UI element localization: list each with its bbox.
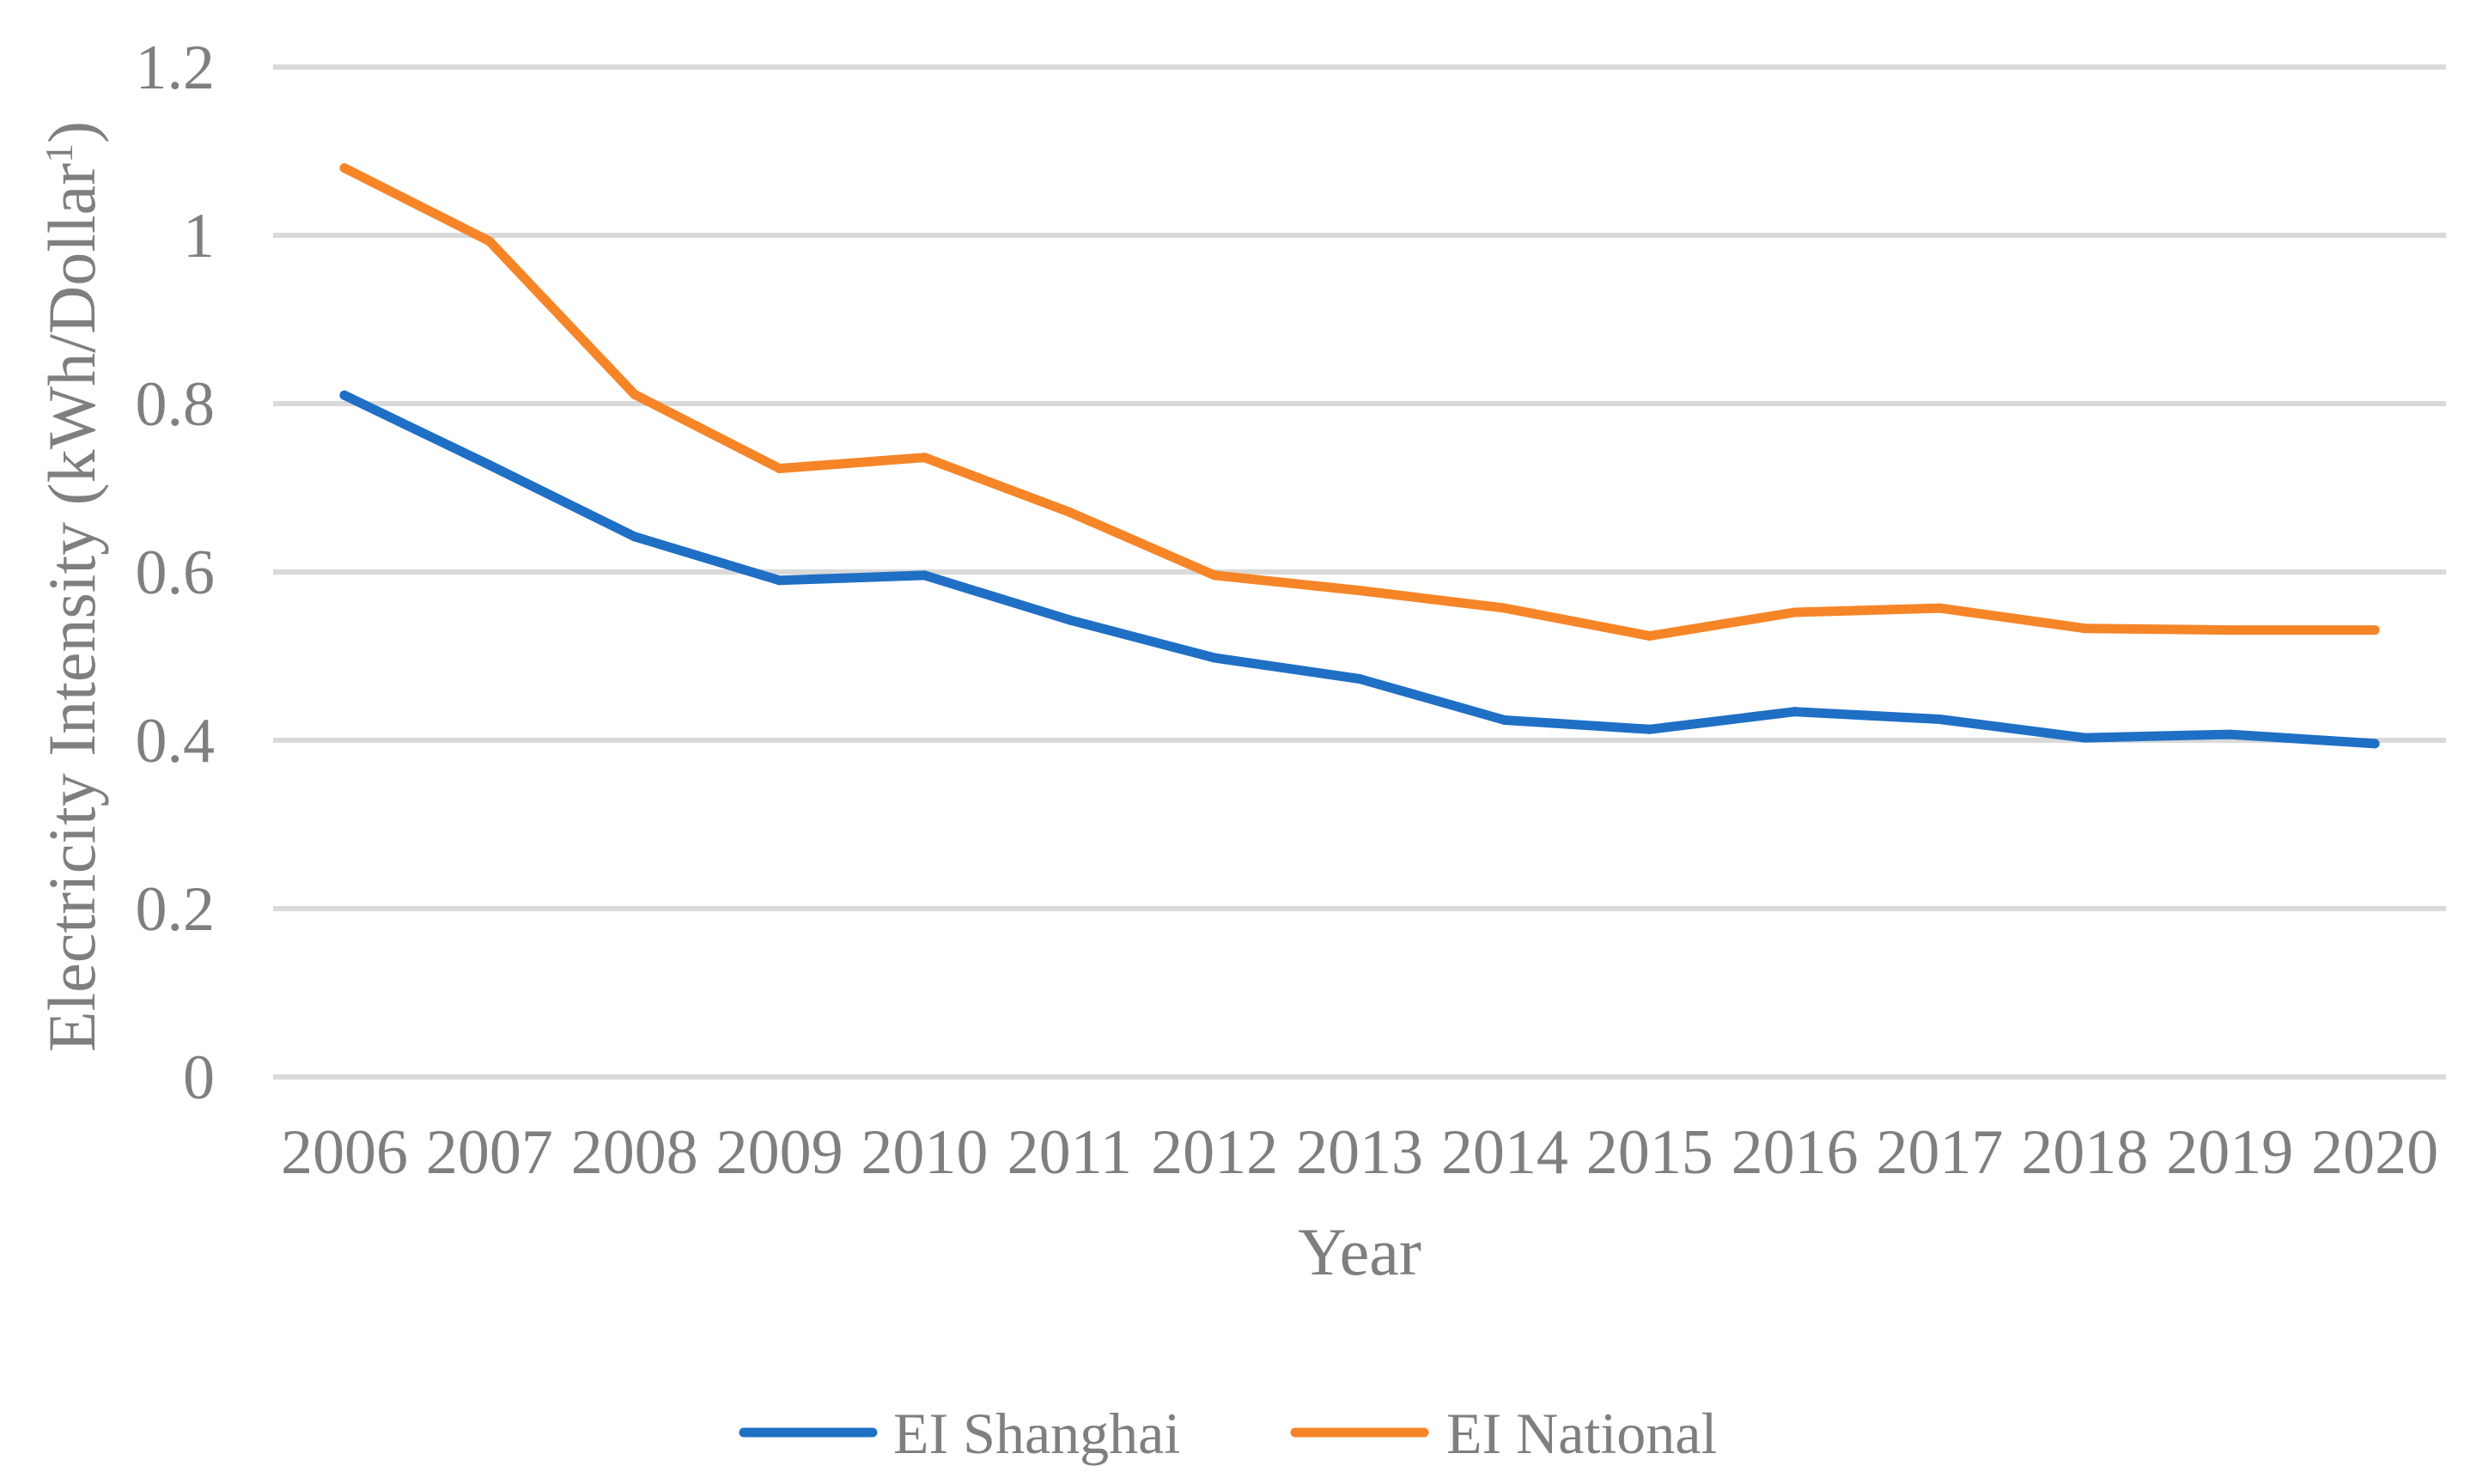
y-axis-title: Electricity Intensity (kWh/Dollar1) <box>34 121 109 1052</box>
x-axis-title: Year <box>1298 1214 1421 1289</box>
data-point <box>919 453 929 463</box>
gridlines <box>273 64 2446 1080</box>
data-point <box>1934 715 1945 724</box>
x-tick-label: 2007 <box>426 1117 553 1188</box>
x-tick-label: 2014 <box>1441 1117 1568 1188</box>
y-tick-label: 0.8 <box>136 369 216 440</box>
x-tick-label: 2010 <box>861 1117 988 1188</box>
y-tick-label: 0.6 <box>136 538 216 608</box>
data-point <box>1209 653 1220 663</box>
x-tick-label: 2018 <box>2021 1117 2148 1188</box>
data-point <box>1354 673 1365 684</box>
data-point <box>1500 715 1510 725</box>
x-axis-tick-labels: 2006 2007 2008 2009 2010 2011 2012 2013 2014 2015… <box>281 1117 2438 1188</box>
y-tick-label: 0 <box>183 1043 215 1113</box>
data-point <box>1064 507 1074 517</box>
data-point <box>484 236 495 246</box>
x-tick-label: 2008 <box>571 1117 698 1188</box>
data-point <box>1645 630 1655 641</box>
series-ei-national <box>339 163 2380 641</box>
x-tick-label: 2017 <box>1876 1117 2003 1188</box>
x-tick-label: 2013 <box>1296 1117 1423 1188</box>
data-point <box>1064 615 1074 625</box>
y-tick-label: 1.2 <box>136 33 216 103</box>
y-axis-title-main: Electricity Intensity (kWh/Dollar <box>34 163 109 1052</box>
data-point <box>775 463 785 473</box>
data-point <box>1934 603 1945 613</box>
series-lines <box>339 163 2380 749</box>
x-tick-label: 2011 <box>1007 1117 1132 1188</box>
y-tick-label: 0.4 <box>136 706 216 776</box>
y-axis-title-close: ) <box>34 121 109 143</box>
series-ei-shanghai <box>339 390 2380 749</box>
x-tick-label: 2019 <box>2166 1117 2293 1188</box>
data-point <box>1645 724 1655 734</box>
data-point <box>919 570 929 581</box>
data-point <box>2079 623 2090 634</box>
data-point <box>775 575 785 586</box>
data-point <box>1500 603 1510 613</box>
data-point <box>2370 625 2380 636</box>
data-point <box>1790 607 1800 617</box>
x-tick-label: 2006 <box>281 1117 408 1188</box>
y-axis-title-superscript: 1 <box>37 143 81 163</box>
y-tick-label: 1 <box>183 201 215 271</box>
data-point <box>630 532 640 542</box>
legend-label-national: EI National <box>1446 1401 1717 1466</box>
data-point <box>339 390 350 400</box>
x-tick-label: 2020 <box>2311 1117 2438 1188</box>
data-point <box>2370 739 2380 749</box>
data-point <box>2079 733 2090 743</box>
data-point <box>2225 625 2235 636</box>
x-tick-label: 2016 <box>1732 1117 1859 1188</box>
data-point <box>1790 707 1800 717</box>
x-tick-label: 2012 <box>1151 1117 1278 1188</box>
x-tick-label: 2009 <box>716 1117 843 1188</box>
x-tick-label: 2015 <box>1586 1117 1713 1188</box>
y-tick-label: 0.2 <box>136 874 216 945</box>
data-point <box>339 163 350 173</box>
y-axis-tick-labels: 0 0.2 0.4 0.6 0.8 1 1.2 <box>136 33 216 1113</box>
data-point <box>2225 729 2235 739</box>
data-point <box>630 389 640 399</box>
legend: EI Shanghai EI National <box>739 1401 1717 1466</box>
legend-label-shanghai: EI Shanghai <box>893 1401 1180 1466</box>
data-point <box>1209 570 1220 581</box>
data-point <box>1354 586 1365 596</box>
data-point <box>484 460 495 471</box>
